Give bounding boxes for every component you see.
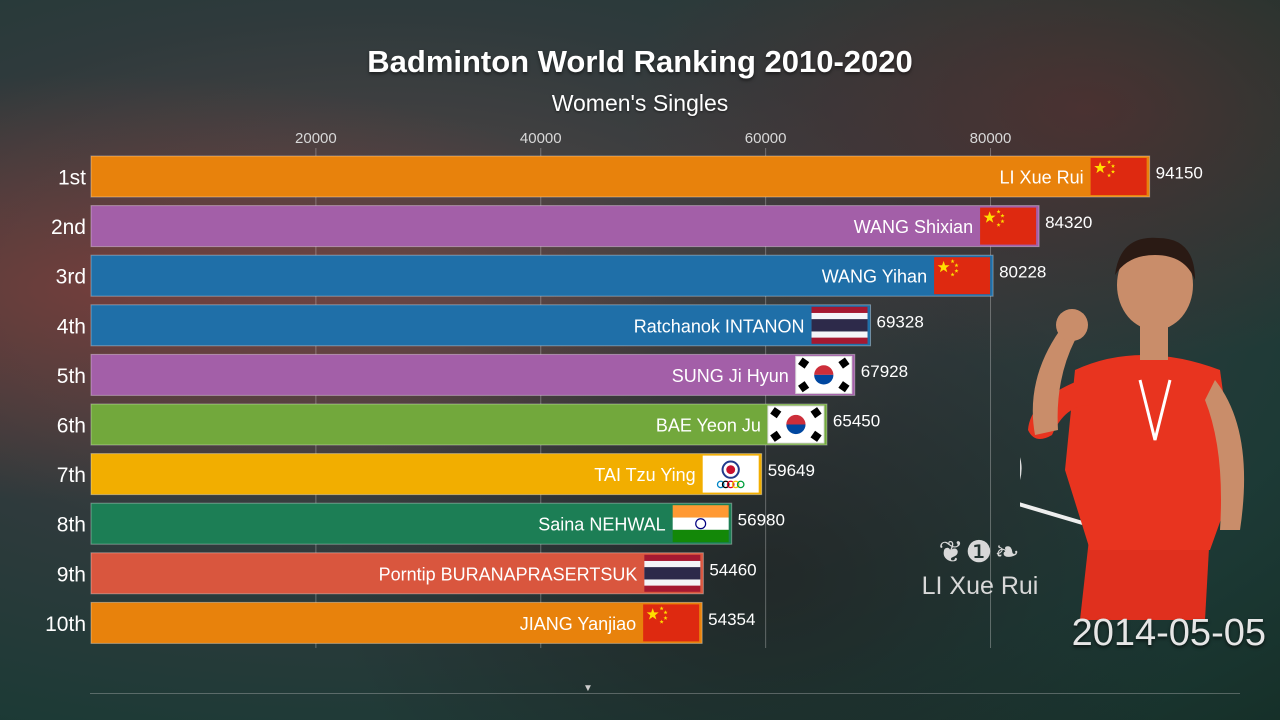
thailand-flag-icon (811, 306, 868, 344)
bar (90, 403, 828, 446)
rank-label: 8th (57, 514, 86, 537)
bar-row: 7th TAI Tzu Ying 59649 (57, 453, 815, 496)
bar-value-label: 84320 (1045, 213, 1092, 232)
x-tick-label: 80000 (970, 130, 1012, 147)
bar-value-label: 54354 (708, 610, 755, 629)
bar-value-label: 69328 (877, 312, 924, 331)
bar-name-label: BAE Yeon Ju (656, 416, 761, 436)
leader-rank-icon: ❦❶❧ (938, 536, 1022, 569)
rank-label: 3rd (56, 266, 86, 289)
bar-row: 4th Ratchanok INTANON 69328 (57, 304, 924, 347)
china-flag-icon (1090, 158, 1147, 195)
bar (90, 254, 994, 297)
bar-row: 3rd WANG Yihan 80228 (56, 254, 1046, 297)
current-date: 2014-05-05 (1071, 612, 1266, 654)
bar-name-label: Ratchanok INTANON (634, 316, 805, 336)
rank-label: 4th (57, 315, 86, 338)
chinese-taipei-flag-icon (702, 455, 759, 493)
leader-name: LI Xue Rui (921, 572, 1039, 600)
bar-value-label: 65450 (833, 412, 880, 431)
bar-value-label: 56980 (738, 511, 785, 530)
bar-name-label: Saina NEHWAL (538, 515, 665, 535)
thailand-flag-icon (644, 554, 701, 592)
bar-row: 8th Saina NEHWAL 56980 (57, 502, 785, 545)
bar-name-label: Porntip BURANAPRASERTSUK (379, 564, 638, 584)
bar-row: 6th BAE Yeon Ju 65450 (57, 403, 880, 446)
india-flag-icon (672, 505, 729, 543)
korea-flag-icon (767, 405, 825, 444)
leader-badge: ❦❶❧ LI Xue Rui (905, 535, 1055, 601)
bar-value-label: 59649 (768, 461, 815, 480)
bar-value-label: 54460 (709, 560, 756, 579)
bar (90, 353, 856, 396)
rank-label: 7th (57, 464, 86, 487)
china-flag-icon (934, 257, 991, 295)
bar (90, 155, 1151, 198)
bar (90, 205, 1040, 248)
bar-row: 5th SUNG Ji Hyun 67928 (57, 353, 908, 396)
rank-label: 2nd (51, 216, 86, 239)
bar (90, 304, 872, 347)
bar-value-label: 94150 (1156, 164, 1203, 183)
x-tick-label: 20000 (295, 130, 337, 147)
timeline-marker-icon[interactable]: ▼ (583, 683, 593, 694)
bar-name-label: LI Xue Rui (1000, 168, 1084, 188)
bar-name-label: TAI Tzu Ying (594, 465, 695, 485)
china-flag-icon (643, 604, 700, 642)
chart-title: Badminton World Ranking 2010-2020 (367, 44, 913, 79)
bar-name-label: WANG Yihan (822, 267, 927, 287)
bar (90, 601, 703, 644)
bar-name-label: SUNG Ji Hyun (672, 366, 789, 386)
player-photo (1020, 237, 1245, 620)
rank-label: 6th (57, 415, 86, 438)
bar-row: 1st LI Xue Rui 94150 (58, 155, 1203, 198)
bar-row: 10th JIANG Yanjiao 54354 (45, 601, 755, 644)
rank-label: 9th (57, 563, 86, 586)
china-flag-icon (980, 207, 1037, 245)
x-tick-label: 60000 (745, 130, 787, 147)
bar (90, 502, 733, 545)
timeline-track[interactable] (90, 693, 1240, 694)
bar-value-label: 67928 (861, 362, 908, 381)
x-tick-label: 40000 (520, 130, 562, 147)
bar-row: 9th Porntip BURANAPRASERTSUK 54460 (57, 552, 757, 595)
rank-label: 10th (45, 613, 86, 636)
bar-name-label: WANG Shixian (854, 217, 973, 237)
chart-subtitle: Women's Singles (551, 90, 729, 116)
bar (90, 453, 763, 496)
bar (90, 552, 704, 595)
bar-name-label: JIANG Yanjiao (520, 614, 636, 634)
bar-value-label: 80228 (999, 263, 1046, 282)
bar-row: 2nd WANG Shixian 84320 (51, 205, 1092, 248)
rank-label: 1st (58, 167, 86, 190)
korea-flag-icon (795, 355, 853, 394)
rank-label: 5th (57, 365, 86, 388)
